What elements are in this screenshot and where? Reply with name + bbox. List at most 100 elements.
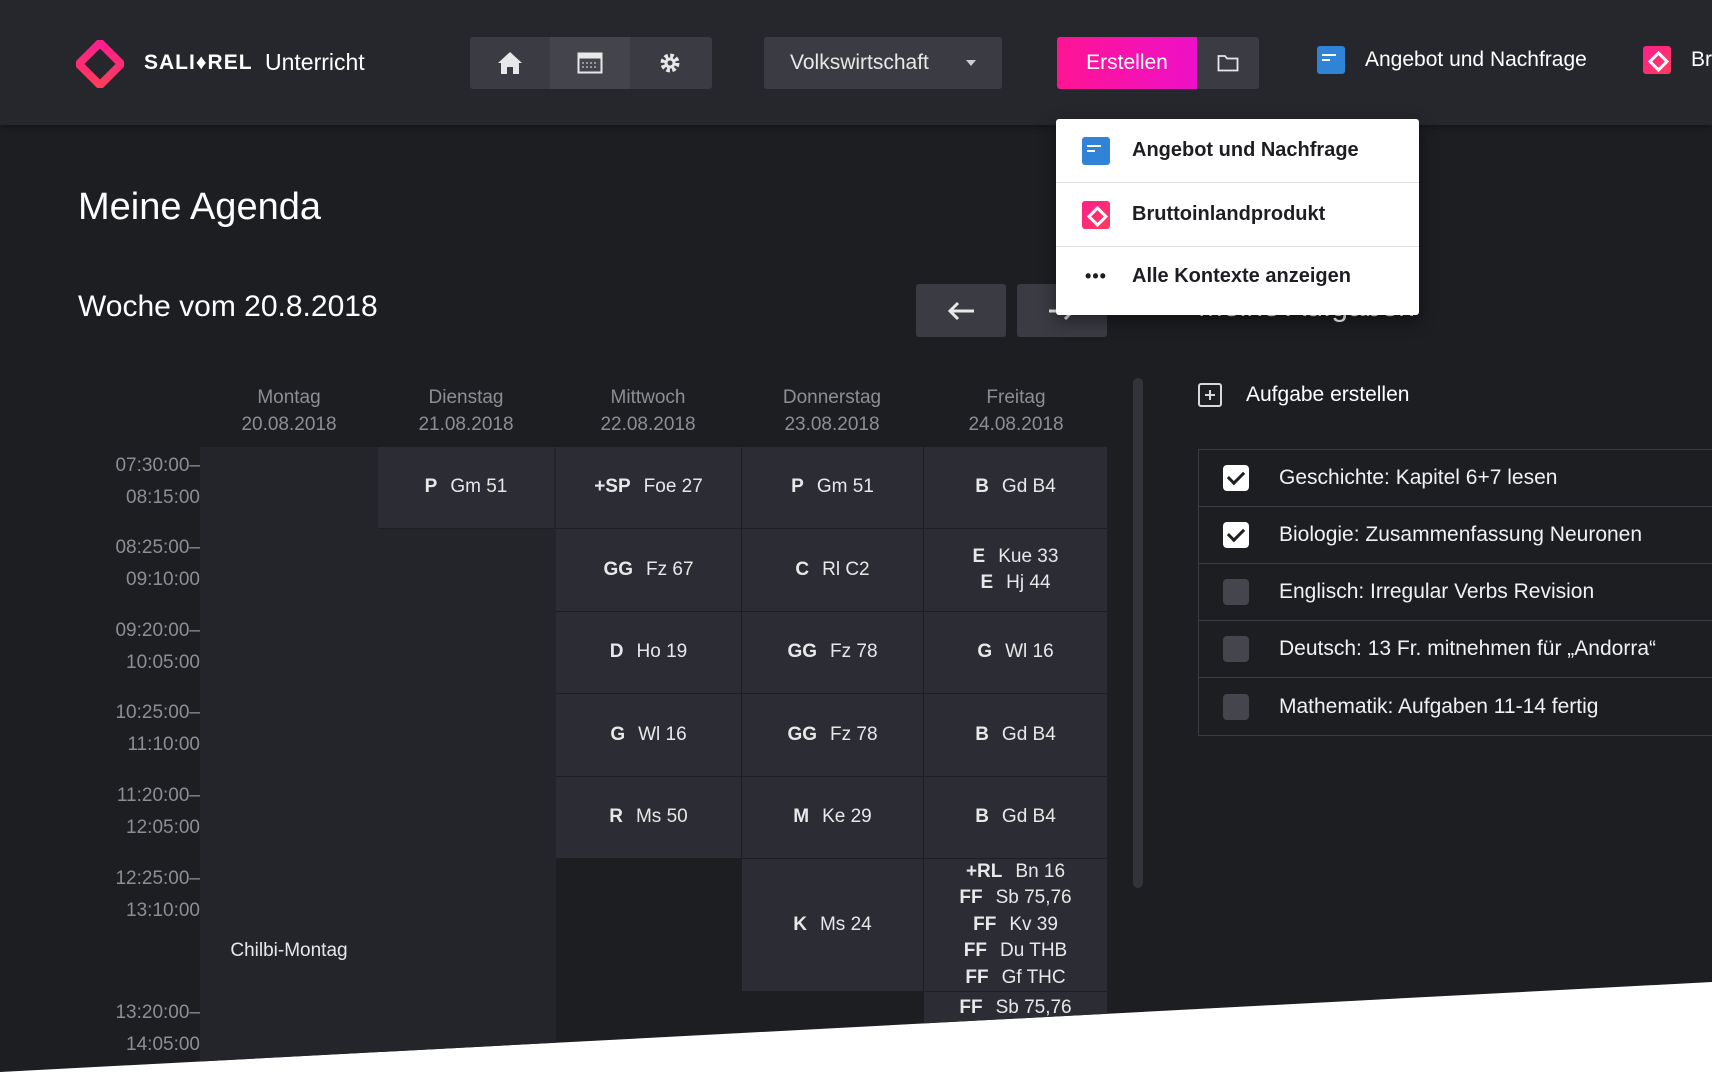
top-bar: SALI♦REL Unterricht Volkswirtschaft Erst… [0,0,1712,125]
lesson-slot[interactable]: B Gd B4 [924,447,1107,529]
chevron-down-icon [966,60,976,66]
brand-name: SALI♦REL [144,51,253,74]
lesson-slot[interactable]: B Gd B4 [924,777,1107,859]
day-name: Freitag [986,387,1046,408]
gear-icon [660,53,680,73]
task-checkbox[interactable] [1223,636,1249,662]
task-label: Mathematik: Aufgaben 11-14 fertig [1279,694,1599,718]
time-slot-label: 12:25:00– 13:10:00 [115,868,200,921]
folder-icon [1217,55,1239,72]
dropdown-item-label: Angebot und Nachfrage [1132,139,1359,161]
lesson-slot[interactable]: G Wl 16 [556,694,741,777]
lesson-slot[interactable]: P Gm 51 [378,447,554,529]
time-slot-label: 11:20:00– 12:05:00 [116,785,200,838]
time-slot-label: 09:20:00– 10:05:00 [115,620,200,673]
folder-button[interactable] [1197,37,1259,89]
task-list: Geschichte: Kapitel 6+7 lesen Biologie: … [1198,449,1712,736]
arrow-left-icon [947,301,974,320]
time-slot-label: 08:25:00– 09:10:00 [115,537,200,590]
day-column-tuesday [378,447,556,1072]
schedule-scrollbar[interactable] [1133,378,1143,888]
page-title: Meine Agenda [78,186,321,228]
time-slot-label: 07:30:00– 08:15:00 [115,455,200,508]
lesson-slot[interactable]: GG Fz 78 [742,612,923,694]
more-dots-icon: ••• [1085,265,1107,286]
document-context-icon [1317,46,1345,74]
dropdown-item-bruttoinlandprodukt[interactable]: Bruttoinlandprodukt [1056,183,1419,247]
dropdown-item-label: Alle Kontexte anzeigen [1132,264,1351,287]
task-label: Deutsch: 13 Fr. mitnehmen für „Andorra“ [1279,637,1656,660]
day-name: Mittwoch [610,387,686,408]
lesson-slot[interactable]: GG Fz 67 [556,529,741,612]
day-column-monday [200,447,378,1072]
lesson-slot[interactable]: C Rl C2 [742,529,923,612]
context-chip-angebot[interactable]: Angebot und Nachfrage [1317,46,1587,74]
context-chip-label: Angebot und Nachfrage [1365,48,1587,71]
day-name: Montag [257,387,321,408]
lesson-slot[interactable]: P Gm 51 [742,447,923,529]
previous-week-button[interactable] [916,284,1006,337]
day-name: Dienstag [428,387,504,408]
day-date: 24.08.2018 [968,414,1064,435]
brand-product: Unterricht [265,49,365,75]
task-item[interactable]: Mathematik: Aufgaben 11-14 fertig [1199,678,1712,735]
home-icon [498,52,522,74]
diamond-logo-icon[interactable] [76,40,124,88]
add-task-button[interactable]: Aufgabe erstellen [1198,383,1409,407]
day-date: 23.08.2018 [784,414,880,435]
diamond-context-icon [1643,46,1671,74]
task-checkbox[interactable] [1223,693,1249,720]
monday-note: Chilbi-Montag [230,940,348,961]
calendar-icon [577,52,603,74]
dropdown-item-label: Bruttoinlandprodukt [1132,203,1326,225]
context-chip-bruttoinlandprodukt[interactable]: Br [1643,46,1712,74]
task-item[interactable]: Deutsch: 13 Fr. mitnehmen für „Andorra“ [1199,621,1712,678]
lesson-slot[interactable]: G Wl 16 [924,612,1107,694]
task-item[interactable]: Geschichte: Kapitel 6+7 lesen [1199,450,1712,507]
lesson-slot[interactable]: R Ms 50 [556,777,741,859]
diamond-context-icon [1082,200,1110,229]
lesson-slot[interactable]: +SP Foe 27 [556,447,741,529]
lesson-slot[interactable]: B Gd B4 [924,694,1107,777]
context-select[interactable]: Volkswirtschaft [764,37,1002,89]
task-checkbox[interactable] [1223,465,1249,491]
day-header-friday: Freitag 24.08.2018 [925,384,1107,438]
day-header-tuesday: Dienstag 21.08.2018 [375,384,557,438]
day-name: Donnerstag [782,387,882,408]
nav-settings-button[interactable] [630,37,710,89]
plus-square-icon [1198,383,1222,407]
task-item[interactable]: Biologie: Zusammenfassung Neuronen [1199,507,1712,564]
lesson-slot[interactable]: +RL Bn 16 FF Sb 75,76 FF Kv 39 FF Du THB FF G… [924,859,1107,992]
week-title: Woche vom 20.8.2018 [78,290,378,323]
main-nav [470,37,712,89]
lesson-slot[interactable]: K Ms 24 [742,859,923,992]
lesson-slot[interactable]: GG Fz 78 [742,694,923,777]
dropdown-item-all-contexts[interactable]: ••• Alle Kontexte anzeigen [1056,247,1419,305]
nav-calendar-button[interactable] [550,37,630,89]
context-select-value: Volkswirtschaft [790,51,929,74]
task-item[interactable]: Englisch: Irregular Verbs Revision [1199,564,1712,621]
nav-home-button[interactable] [470,37,550,89]
lesson-slot[interactable]: E Kue 33 E Hj 44 [924,529,1107,612]
task-label: Biologie: Zusammenfassung Neuronen [1279,523,1643,546]
task-label: Geschichte: Kapitel 6+7 lesen [1279,466,1558,489]
lesson-slot[interactable]: D Ho 19 [556,612,741,694]
time-slot-label: 13:20:00– 14:05:00 [115,1002,200,1055]
task-checkbox[interactable] [1223,579,1249,605]
dropdown-item-angebot[interactable]: Angebot und Nachfrage [1056,119,1419,183]
day-date: 21.08.2018 [418,414,514,435]
task-label: Englisch: Irregular Verbs Revision [1279,580,1595,603]
day-date: 22.08.2018 [600,414,696,435]
lesson-slot[interactable]: M Ke 29 [742,777,923,859]
create-dropdown-menu: Angebot und Nachfrage Bruttoinlandproduk… [1056,119,1419,315]
day-date: 20.08.2018 [241,414,337,435]
lesson-slot[interactable]: FF Sb 75,76 [924,992,1107,1032]
day-header-monday: Montag 20.08.2018 [198,384,380,438]
day-header-wednesday: Mittwoch 22.08.2018 [557,384,739,438]
create-button[interactable]: Erstellen [1057,37,1197,89]
time-slot-label: 10:25:00– 11:10:00 [115,702,200,755]
task-checkbox[interactable] [1223,522,1249,548]
context-chip-label: Br [1691,48,1712,71]
day-header-thursday: Donnerstag 23.08.2018 [741,384,923,438]
